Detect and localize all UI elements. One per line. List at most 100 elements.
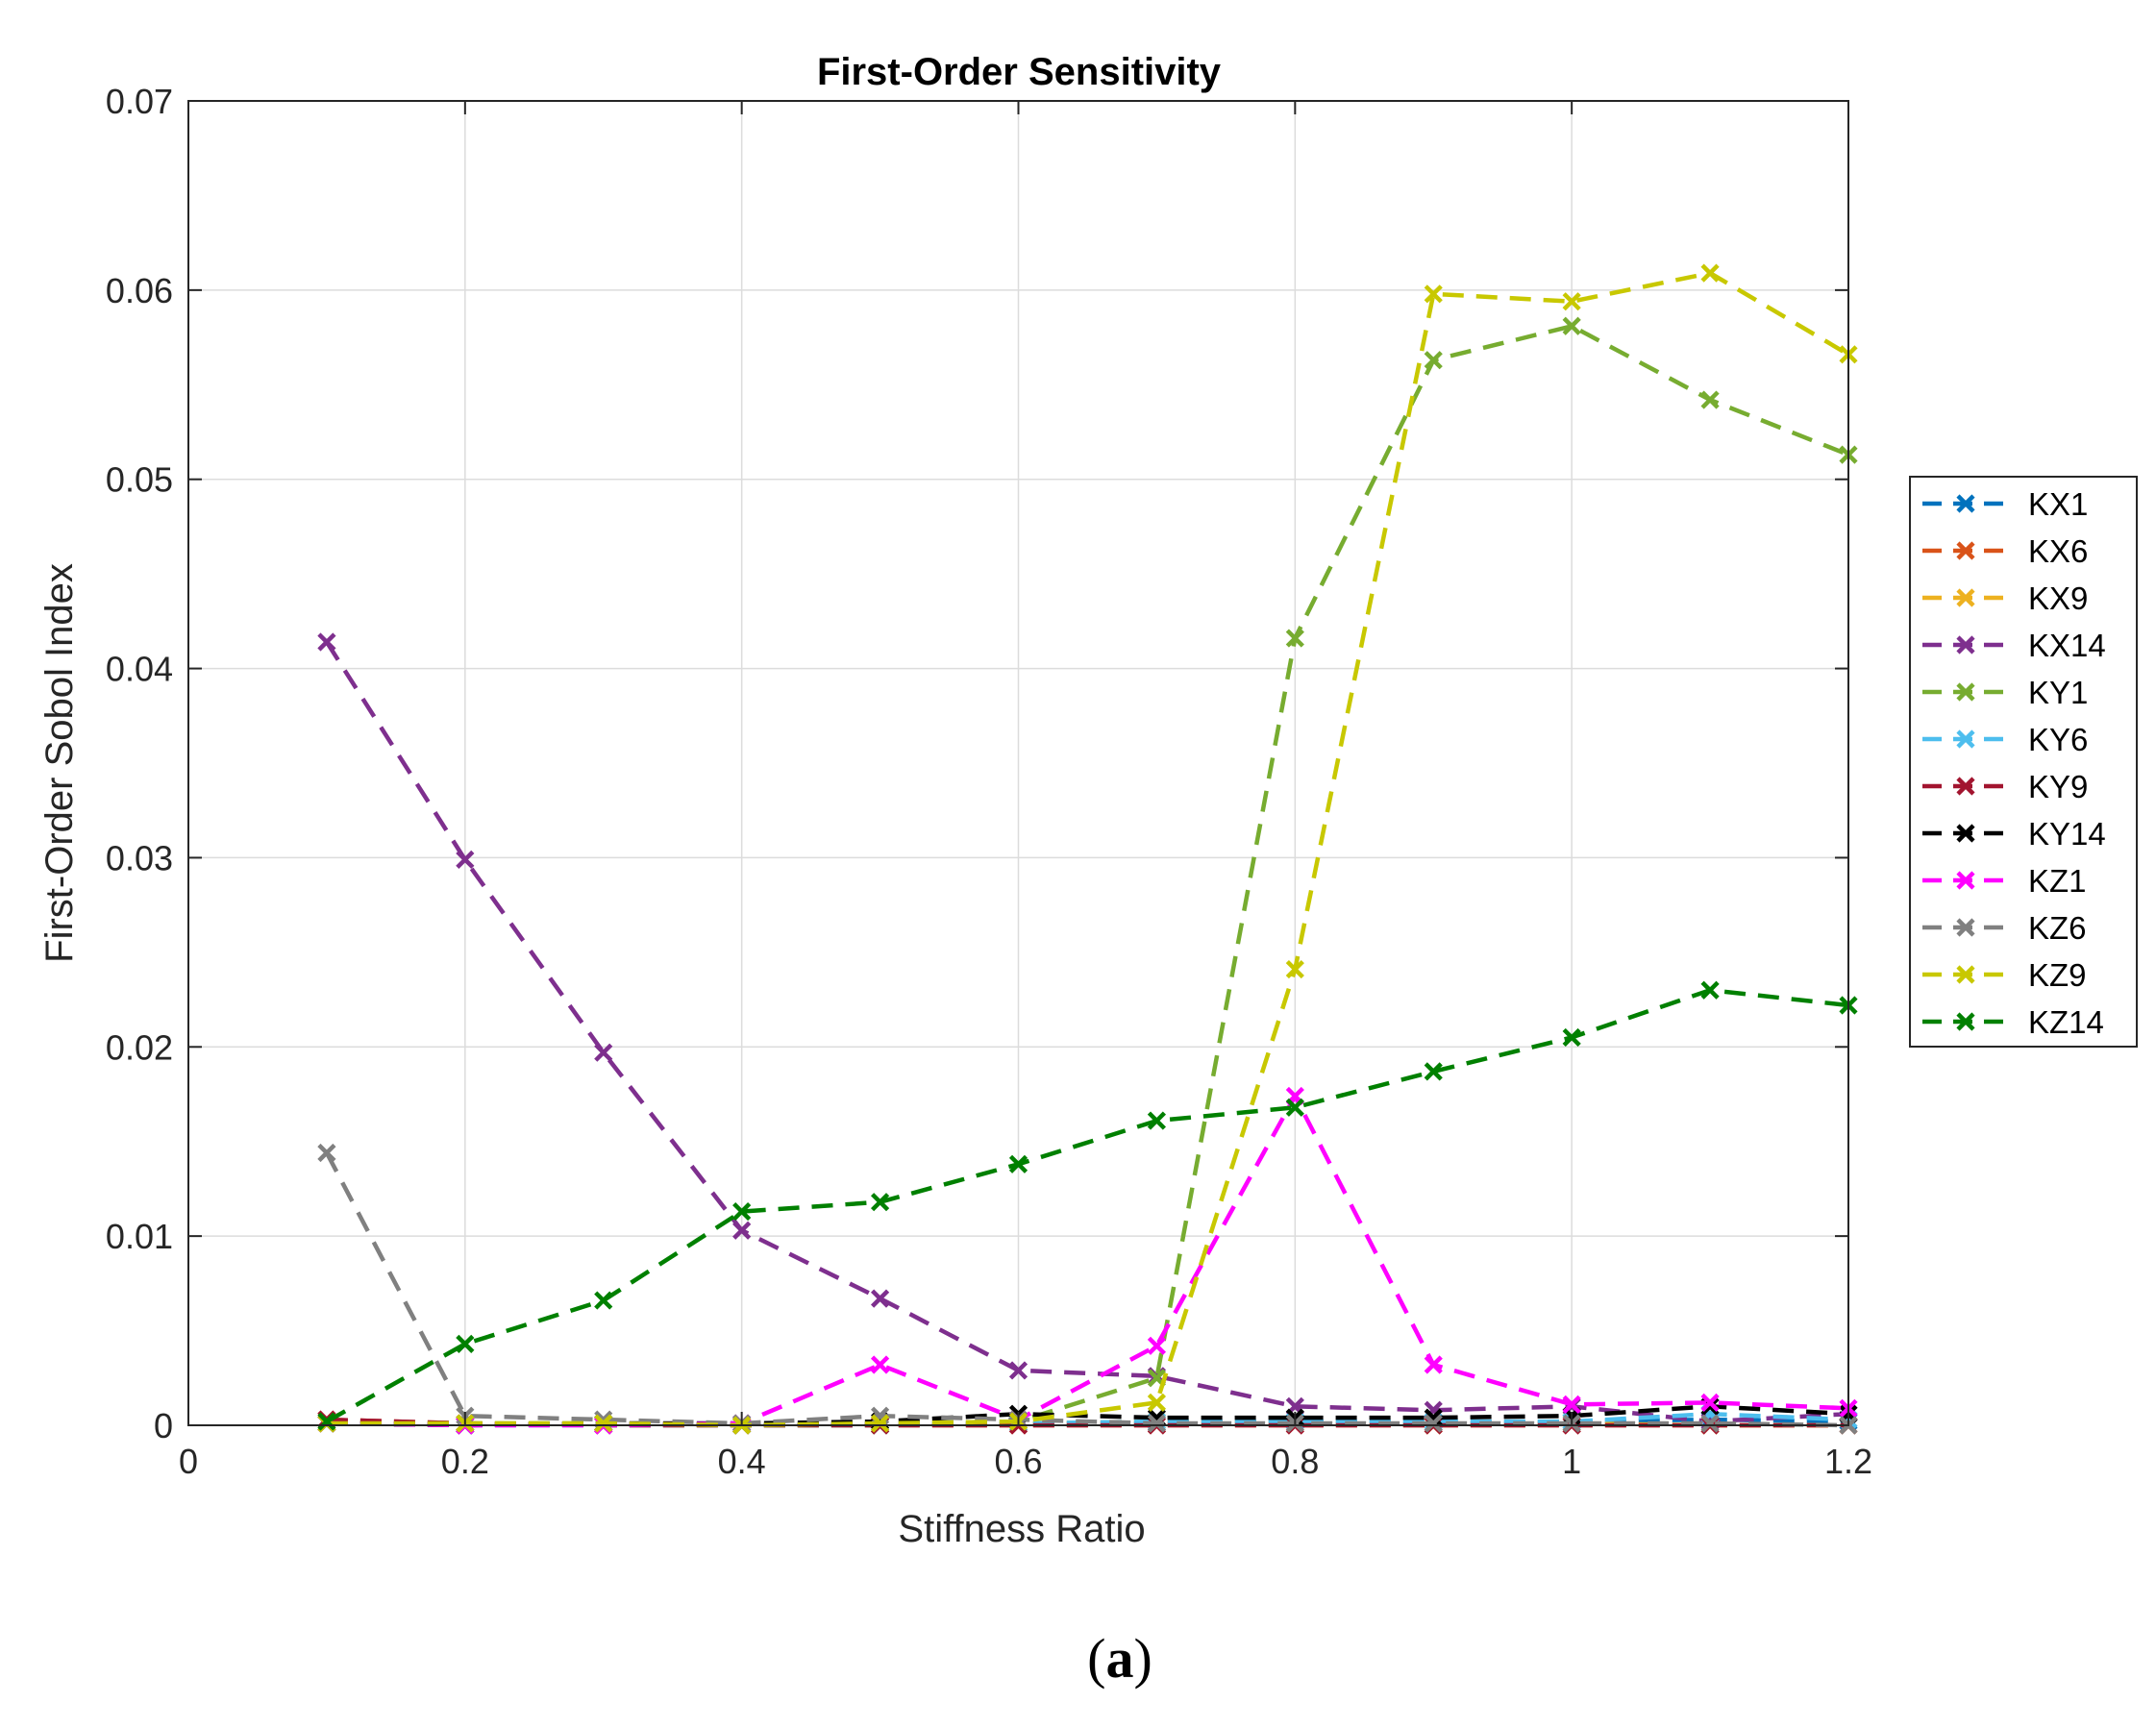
data-point-kz6	[1424, 1414, 1443, 1433]
x-tick-label: 1	[1562, 1442, 1581, 1481]
series-line-kz14	[325, 987, 1849, 1424]
data-point-kx14	[594, 1043, 613, 1062]
data-point-kz9	[594, 1414, 613, 1433]
legend-box	[1909, 476, 2138, 1048]
data-point-kz14	[1008, 1154, 1028, 1173]
legend-marker-kx1	[1956, 494, 1975, 513]
legend-item-ky14: KY14	[1922, 816, 2106, 852]
x-tick-label: 0	[179, 1442, 198, 1481]
y-tick-label: 0.07	[106, 82, 173, 121]
x-tick-label: 0.2	[441, 1442, 489, 1481]
data-point-kz14	[456, 1334, 475, 1353]
legend-item-kz9: KZ9	[1922, 957, 2087, 993]
data-point-kz9	[1424, 284, 1443, 304]
legend-label-ky14: KY14	[2028, 816, 2106, 852]
legend-item-kx1: KX1	[1922, 486, 2088, 522]
data-point-kx14	[732, 1221, 752, 1240]
x-axis-label: Stiffness Ratio	[898, 1508, 1145, 1550]
data-point-ky1	[1424, 351, 1443, 370]
data-point-ky1	[1285, 629, 1304, 648]
tick-marks	[187, 100, 1849, 1426]
x-tick-label: 0.8	[1271, 1442, 1319, 1481]
legend-items: KX1 KX6 KX9 KX14 KY1 KY6 KY9 KY14 KZ1 KZ6 KZ9 KZ14	[1922, 486, 2106, 1040]
legend-marker-kz14	[1956, 1012, 1975, 1031]
caption-letter: a	[1106, 1627, 1134, 1690]
series-line-kz6	[324, 1151, 1849, 1428]
legend-label-kz6: KZ6	[2028, 910, 2087, 946]
legend-marker-kz9	[1956, 965, 1975, 984]
y-tick-label: 0.03	[106, 838, 173, 877]
series-kz14	[317, 980, 1858, 1431]
legend-item-kz14: KZ14	[1922, 1004, 2104, 1040]
legend-label-ky1: KY1	[2028, 675, 2088, 710]
x-tick-label: 0.6	[994, 1442, 1042, 1481]
x-tick-label: 1.2	[1824, 1442, 1872, 1481]
legend-marker-ky1	[1956, 682, 1975, 702]
data-point-kz1	[1424, 1355, 1443, 1374]
legend-marker-ky6	[1956, 729, 1975, 749]
legend-marker-kz1	[1956, 871, 1975, 890]
data-point-kz14	[1147, 1111, 1167, 1130]
data-point-kx14	[870, 1289, 890, 1308]
legend-marker-kx6	[1956, 541, 1975, 560]
data-point-kz14	[317, 1412, 336, 1431]
data-point-kz14	[732, 1201, 752, 1222]
legend-item-kx14: KX14	[1922, 628, 2106, 663]
subfigure-caption: (a)	[1087, 1627, 1152, 1690]
data-point-kz6	[317, 1143, 336, 1163]
data-point-kz9	[1285, 959, 1304, 979]
legend-label-kx14: KX14	[2028, 628, 2106, 663]
legend-item-kz6: KZ6	[1922, 910, 2087, 946]
y-tick-label: 0.05	[106, 460, 173, 500]
data-point-kz9	[870, 1414, 890, 1433]
x-tick-label: 0.4	[718, 1442, 766, 1481]
legend-label-ky9: KY9	[2028, 769, 2088, 804]
y-tick-label: 0.04	[106, 650, 173, 689]
plot-area	[187, 100, 1858, 1435]
data-point-kz6	[1147, 1414, 1167, 1433]
data-point-kz14	[1562, 1027, 1581, 1048]
data-point-kz14	[594, 1291, 613, 1310]
legend-label-kx1: KX1	[2028, 486, 2088, 522]
data-point-kz6	[1700, 1414, 1720, 1433]
data-point-kz9	[1147, 1393, 1167, 1412]
y-tick-label: 0.06	[106, 271, 173, 310]
data-point-kz1	[1562, 1395, 1581, 1414]
data-point-kz14	[1424, 1062, 1443, 1081]
legend-label-ky6: KY6	[2028, 722, 2088, 757]
data-point-kz9	[1562, 292, 1581, 311]
legend-item-kx6: KX6	[1922, 533, 2088, 569]
data-point-kz1	[1147, 1336, 1167, 1355]
x-tick-labels: 0 0.2 0.4 0.6 0.8 1 1.2	[179, 1442, 1872, 1481]
legend-marker-ky9	[1956, 777, 1975, 796]
series-line-kx14	[325, 640, 1849, 1424]
legend: KX1 KX6 KX9 KX14 KY1 KY6 KY9 KY14 KZ1 KZ6 KZ9 KZ14	[1909, 476, 2138, 1048]
series-line-kz9	[326, 270, 1850, 1428]
legend-item-kz1: KZ1	[1922, 863, 2087, 899]
y-tick-label: 0	[154, 1406, 173, 1445]
y-tick-label: 0.02	[106, 1027, 173, 1067]
legend-label-kz9: KZ9	[2028, 957, 2087, 993]
data-point-kx14	[317, 632, 336, 652]
data-point-ky1	[1700, 390, 1720, 409]
chart-title: First-Order Sensitivity	[817, 51, 1222, 93]
data-point-ky1	[1562, 316, 1581, 335]
legend-marker-kz6	[1956, 918, 1975, 937]
legend-label-kz14: KZ14	[2028, 1004, 2104, 1040]
legend-label-kz1: KZ1	[2028, 863, 2087, 899]
data-point-kz14	[1700, 980, 1720, 1000]
legend-item-ky6: KY6	[1922, 722, 2088, 757]
data-point-kz1	[1700, 1393, 1720, 1412]
data-point-kz9	[1700, 263, 1720, 283]
legend-item-kx9: KX9	[1922, 580, 2088, 616]
legend-marker-kx14	[1956, 635, 1975, 655]
data-point-kx14	[456, 850, 475, 869]
data-point-kz14	[1285, 1098, 1304, 1117]
legend-item-ky9: KY9	[1922, 769, 2088, 804]
y-axis-label: First-Order Sobol Index	[38, 563, 81, 963]
legend-marker-kx9	[1956, 588, 1975, 607]
legend-item-ky1: KY1	[1922, 675, 2088, 710]
data-point-kx14	[1008, 1361, 1028, 1380]
data-point-kz1	[870, 1355, 890, 1374]
caption-open-paren: (	[1087, 1627, 1105, 1690]
